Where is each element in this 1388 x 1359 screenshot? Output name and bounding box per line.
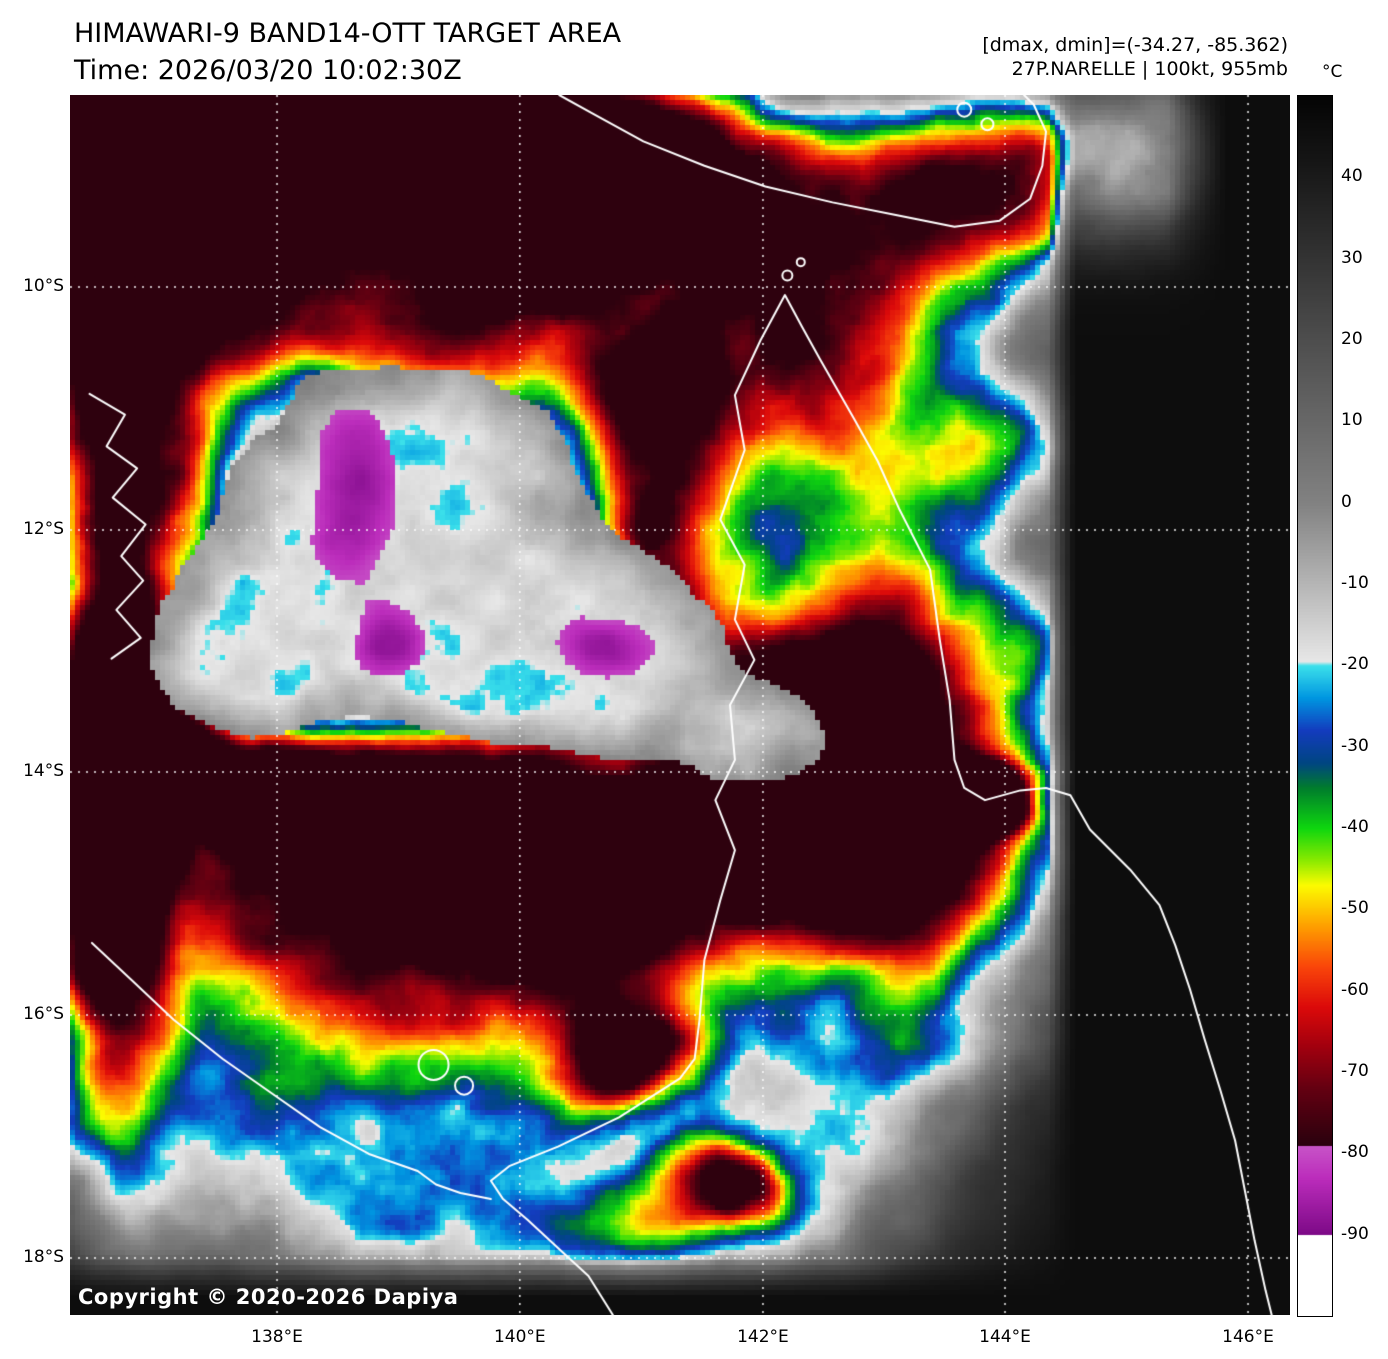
colorbar-tick-label: -30	[1341, 735, 1369, 756]
lon-tick-label: 142°E	[737, 1327, 789, 1347]
page-title: HIMAWARI-9 BAND14-OTT TARGET AREA	[74, 18, 622, 49]
colorbar-tick-label: 20	[1341, 329, 1363, 349]
colorbar-tick-label: -20	[1341, 654, 1369, 675]
colorbar-tick-label: 40	[1341, 166, 1363, 187]
dmax-dmin-readout: [dmax, dmin]=(-34.27, -85.362)	[982, 34, 1288, 56]
colorbar-tick-label: 10	[1341, 410, 1363, 431]
colorbar-tick-label: 0	[1341, 491, 1352, 512]
colorbar-unit-label: °C	[1322, 62, 1343, 82]
timestamp: Time: 2026/03/20 10:02:30Z	[74, 55, 462, 86]
lat-tick-label: 18°S	[23, 1247, 64, 1268]
lat-tick-label: 16°S	[23, 1004, 64, 1024]
colorbar-tick-label: -90	[1341, 1223, 1369, 1244]
lat-tick-label: 12°S	[23, 519, 64, 540]
colorbar-tick-label: -60	[1341, 979, 1369, 1000]
colorbar-tick-label: -80	[1341, 1142, 1369, 1163]
colorbar-tick-label: -10	[1341, 573, 1369, 593]
storm-info: 27P.NARELLE | 100kt, 955mb	[1011, 58, 1288, 80]
lon-tick-label: 144°E	[979, 1327, 1031, 1347]
colorbar	[1297, 95, 1333, 1317]
lon-tick-label: 138°E	[251, 1327, 303, 1347]
header-readouts: [dmax, dmin]=(-34.27, -85.362) 27P.NAREL…	[982, 33, 1288, 81]
colorbar-tick-label: -40	[1341, 817, 1369, 837]
lon-tick-label: 146°E	[1222, 1327, 1274, 1347]
lat-tick-label: 10°S	[23, 276, 64, 297]
lat-tick-label: 14°S	[23, 760, 64, 781]
lon-tick-label: 140°E	[493, 1327, 546, 1347]
map-plot-area: Copyright © 2020-2026 Dapiya	[70, 95, 1290, 1315]
copyright-watermark: Copyright © 2020-2026 Dapiya	[78, 1285, 459, 1309]
satellite-canvas	[70, 95, 1290, 1315]
colorbar-tick-label: -70	[1341, 1061, 1369, 1081]
colorbar-tick-label: -50	[1341, 898, 1369, 919]
colorbar-tick-label: 30	[1341, 247, 1363, 268]
